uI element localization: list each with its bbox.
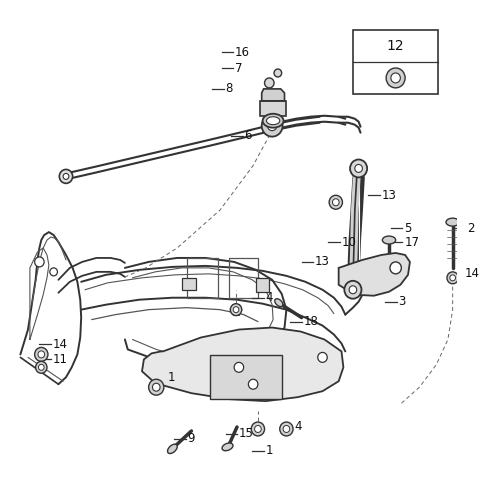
Circle shape [355, 164, 362, 172]
Circle shape [251, 422, 264, 436]
Text: 18: 18 [303, 315, 318, 328]
Text: 6: 6 [245, 129, 252, 142]
Circle shape [329, 196, 342, 209]
Circle shape [318, 352, 327, 362]
Text: 1: 1 [265, 445, 273, 457]
Circle shape [35, 257, 44, 267]
Circle shape [35, 347, 48, 361]
Circle shape [391, 73, 400, 83]
Text: 4: 4 [265, 291, 273, 304]
Circle shape [38, 364, 44, 370]
Text: 14: 14 [465, 267, 480, 280]
Circle shape [254, 426, 261, 433]
Ellipse shape [168, 444, 177, 453]
Circle shape [447, 272, 458, 284]
Text: 7: 7 [235, 61, 242, 75]
Polygon shape [262, 89, 285, 101]
Text: 12: 12 [387, 39, 405, 53]
Text: 11: 11 [53, 353, 68, 366]
Circle shape [249, 379, 258, 389]
Circle shape [390, 262, 401, 274]
Circle shape [38, 351, 45, 358]
Circle shape [450, 275, 456, 281]
Text: 15: 15 [239, 428, 254, 441]
Ellipse shape [446, 218, 459, 226]
Text: 1: 1 [168, 371, 175, 384]
Polygon shape [182, 278, 196, 290]
Ellipse shape [266, 117, 280, 125]
Circle shape [50, 268, 58, 276]
Circle shape [230, 304, 242, 316]
Text: 8: 8 [226, 82, 233, 96]
Polygon shape [256, 278, 269, 292]
Text: 3: 3 [398, 295, 406, 308]
Polygon shape [210, 355, 282, 399]
Circle shape [479, 261, 480, 275]
Text: 10: 10 [341, 236, 356, 248]
Circle shape [349, 286, 357, 294]
Text: 13: 13 [382, 189, 396, 202]
Text: 9: 9 [188, 433, 195, 446]
Circle shape [234, 362, 244, 372]
Polygon shape [339, 253, 410, 296]
Circle shape [386, 68, 405, 88]
Text: 13: 13 [315, 255, 330, 268]
Circle shape [63, 173, 69, 179]
Bar [353, 30, 438, 94]
Text: 14: 14 [53, 338, 68, 351]
Text: 5: 5 [404, 222, 411, 235]
Circle shape [264, 78, 274, 88]
Circle shape [344, 281, 361, 298]
Circle shape [267, 121, 277, 131]
Text: 16: 16 [235, 46, 250, 58]
Circle shape [233, 307, 239, 313]
Circle shape [280, 422, 293, 436]
Circle shape [350, 159, 367, 177]
Ellipse shape [222, 443, 233, 451]
Ellipse shape [275, 299, 283, 306]
Text: 2: 2 [467, 222, 474, 235]
Circle shape [262, 115, 283, 137]
Circle shape [149, 379, 164, 395]
Text: 4: 4 [294, 420, 301, 434]
Polygon shape [260, 101, 287, 116]
Ellipse shape [263, 114, 284, 128]
Circle shape [153, 383, 160, 391]
Circle shape [36, 361, 47, 373]
Circle shape [333, 199, 339, 206]
Circle shape [274, 69, 282, 77]
Polygon shape [142, 328, 343, 401]
Text: 17: 17 [404, 236, 419, 248]
Ellipse shape [383, 236, 396, 244]
Circle shape [60, 169, 72, 183]
Circle shape [283, 426, 290, 433]
